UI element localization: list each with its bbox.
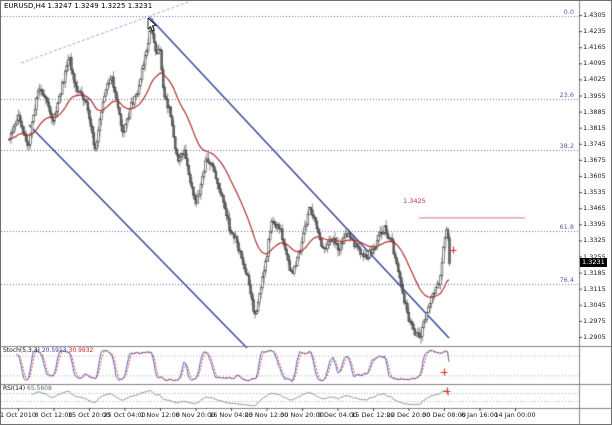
price-axis-label: 1.3535 <box>583 188 606 197</box>
price-axis-label: 1.3255 <box>583 252 606 261</box>
stochastic-name: Stoch(5,3,3) <box>3 347 40 354</box>
price-axis-label: 1.4025 <box>583 75 606 84</box>
price-axis-label: 1.4235 <box>583 27 606 36</box>
time-axis-label: 6 Jan 16:00 <box>460 411 499 419</box>
price-axis-label: 1.3745 <box>583 139 606 148</box>
current-price-badge: 1.3231 <box>580 258 607 267</box>
price-axis-label: 1.4165 <box>583 43 606 52</box>
stochastic-label: Stoch(5,3,3) 20.5913 30.9932 <box>3 348 93 354</box>
price-axis-label: 1.4305 <box>583 11 606 19</box>
time-axis-label: 15 Dec 12:00 <box>351 411 395 419</box>
time-axis-label: 16 Nov 04:00 <box>209 411 253 419</box>
time-axis-label: 14 Jan 00:00 <box>494 411 536 419</box>
time-axis-label: 15 Oct 20:00 <box>67 411 111 419</box>
stochastic-k-value: 20.5913 <box>41 347 67 354</box>
time-axis-label: 25 Oct 04:00 <box>103 411 146 419</box>
time-axis-label: 30 Dec 08:00 <box>422 411 466 419</box>
price-axis-label: 1.3185 <box>583 268 606 277</box>
time-axis-label: 8 Dec 04:00 <box>317 411 358 419</box>
time-axis-label: 22 Dec 20:00 <box>386 411 431 419</box>
price-axis-label: 1.2905 <box>583 333 606 341</box>
time-axis-label: 8 Nov 20:00 <box>175 411 216 419</box>
price-axis-label: 1.3395 <box>583 220 606 229</box>
mouse-cursor-icon <box>147 18 157 32</box>
time-axis-label: 1 Oct 2010 <box>0 411 37 419</box>
price-axis-label: 1.3955 <box>583 91 606 100</box>
price-axis-label: 1.3815 <box>583 123 606 132</box>
price-axis-label: 1.3465 <box>583 204 606 213</box>
price-axis-label: 1.3045 <box>583 300 606 309</box>
price-axis-label: 1.4095 <box>583 59 606 68</box>
time-axis-label: 30 Nov 20:00 <box>280 411 324 419</box>
rsi-value: 65.5608 <box>27 385 52 392</box>
price-axis-label: 1.2975 <box>583 316 606 325</box>
fib-level-label: 38.2 <box>559 142 574 150</box>
time-axis-label: 8 Oct 12:00 <box>34 411 73 419</box>
price-axis-label: 1.3325 <box>583 236 606 245</box>
fib-level-label: 0.0 <box>563 8 574 16</box>
price-axis-label: 1.3115 <box>583 284 606 293</box>
time-axis-label: 23 Nov 12:00 <box>244 411 289 419</box>
fib-level-label: 23.6 <box>559 91 574 99</box>
price-axis-label: 1.3605 <box>583 172 606 180</box>
stochastic-d-value: 30.9932 <box>68 347 94 354</box>
resistance-price-label[interactable]: 1.3425 <box>403 197 426 205</box>
price-axis-label: 1.3885 <box>583 107 606 116</box>
price-axis-label: 1.3675 <box>583 155 606 164</box>
time-axis-label: 1 Nov 12:00 <box>140 411 180 419</box>
fib-level-label: 76.4 <box>559 276 574 284</box>
chart-title: EURUSD,H4 1.3247 1.3249 1.3225 1.3231 <box>4 2 153 10</box>
fib-level-label: 61.8 <box>559 223 574 231</box>
rsi-label: RSI(14) 65.5608 <box>3 386 52 392</box>
rsi-name: RSI(14) <box>3 385 26 392</box>
